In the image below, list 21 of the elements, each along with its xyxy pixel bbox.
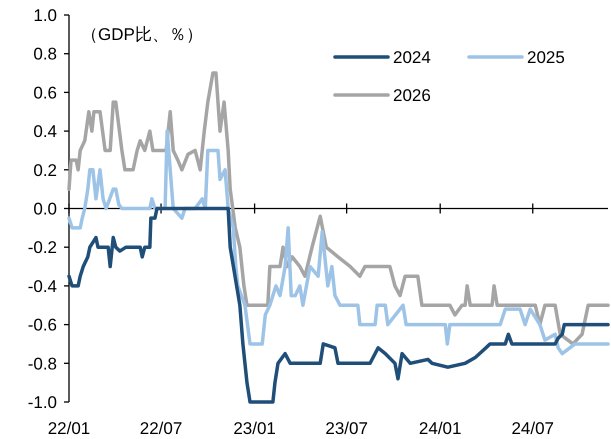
x-tick-label: 22/01: [48, 419, 90, 438]
legend-label: 2025: [527, 48, 565, 67]
x-tick-label: 23/01: [233, 419, 276, 438]
y-tick-label: 1.0: [33, 6, 57, 25]
y-tick-label: -0.6: [28, 316, 57, 335]
y-axis-title: （GDP比、％）: [81, 25, 203, 44]
x-tick-label: 23/07: [325, 419, 368, 438]
x-tick-label: 24/01: [418, 419, 462, 438]
legend-label: 2024: [393, 48, 431, 67]
legend-label: 2026: [393, 86, 431, 105]
y-tick-label: 0.2: [33, 160, 57, 180]
x-tick-label: 22/07: [140, 419, 182, 438]
x-tick-label: 24/07: [511, 419, 554, 438]
y-tick-label: -1.0: [28, 393, 57, 412]
y-tick-label: 0.0: [33, 200, 57, 218]
y-tick-label: -0.8: [28, 354, 57, 374]
y-tick-label: 0.6: [33, 83, 57, 102]
y-tick-label: -0.2: [28, 238, 57, 258]
y-tick-label: 0.4: [33, 122, 57, 142]
y-tick-label: 0.8: [33, 44, 57, 64]
y-tick-label: -0.4: [28, 276, 57, 296]
